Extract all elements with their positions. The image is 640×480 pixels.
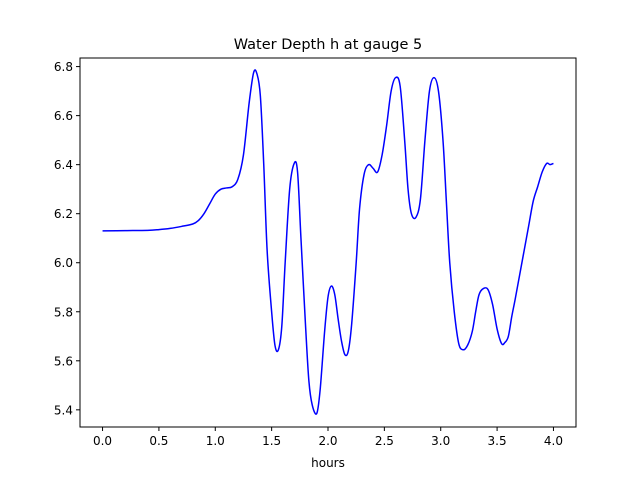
x-tick-label: 4.0 — [544, 434, 563, 448]
y-tick-label: 6.4 — [54, 158, 73, 172]
axes-frame — [79, 57, 577, 428]
x-tick-label: 1.5 — [262, 434, 281, 448]
y-tick-label: 5.6 — [54, 354, 73, 368]
chart-title: Water Depth h at gauge 5 — [234, 37, 422, 53]
x-tick-label: 2.0 — [318, 434, 337, 448]
x-axis-label: hours — [311, 456, 345, 470]
x-tick-label: 1.0 — [206, 434, 225, 448]
y-tick-label: 6.6 — [54, 109, 73, 123]
y-tick-label: 6.8 — [54, 60, 73, 74]
x-tick-label: 0.5 — [149, 434, 168, 448]
y-tick-label: 6.0 — [54, 256, 73, 270]
y-tick-label: 5.4 — [54, 403, 73, 417]
plot-area: 0.0 0.5 1.0 1.5 2.0 2.5 3.0 3.5 4.0 5.4 5.6 5.8 6.0 6… — [54, 57, 577, 448]
x-tick-label: 3.5 — [488, 434, 507, 448]
y-tick-label: 5.8 — [54, 305, 73, 319]
water-depth-line — [102, 69, 554, 415]
x-tick-label: 0.0 — [93, 434, 112, 448]
x-tick-label: 3.0 — [431, 434, 450, 448]
x-tick-label: 2.5 — [375, 434, 394, 448]
y-tick-label: 6.2 — [54, 207, 73, 221]
